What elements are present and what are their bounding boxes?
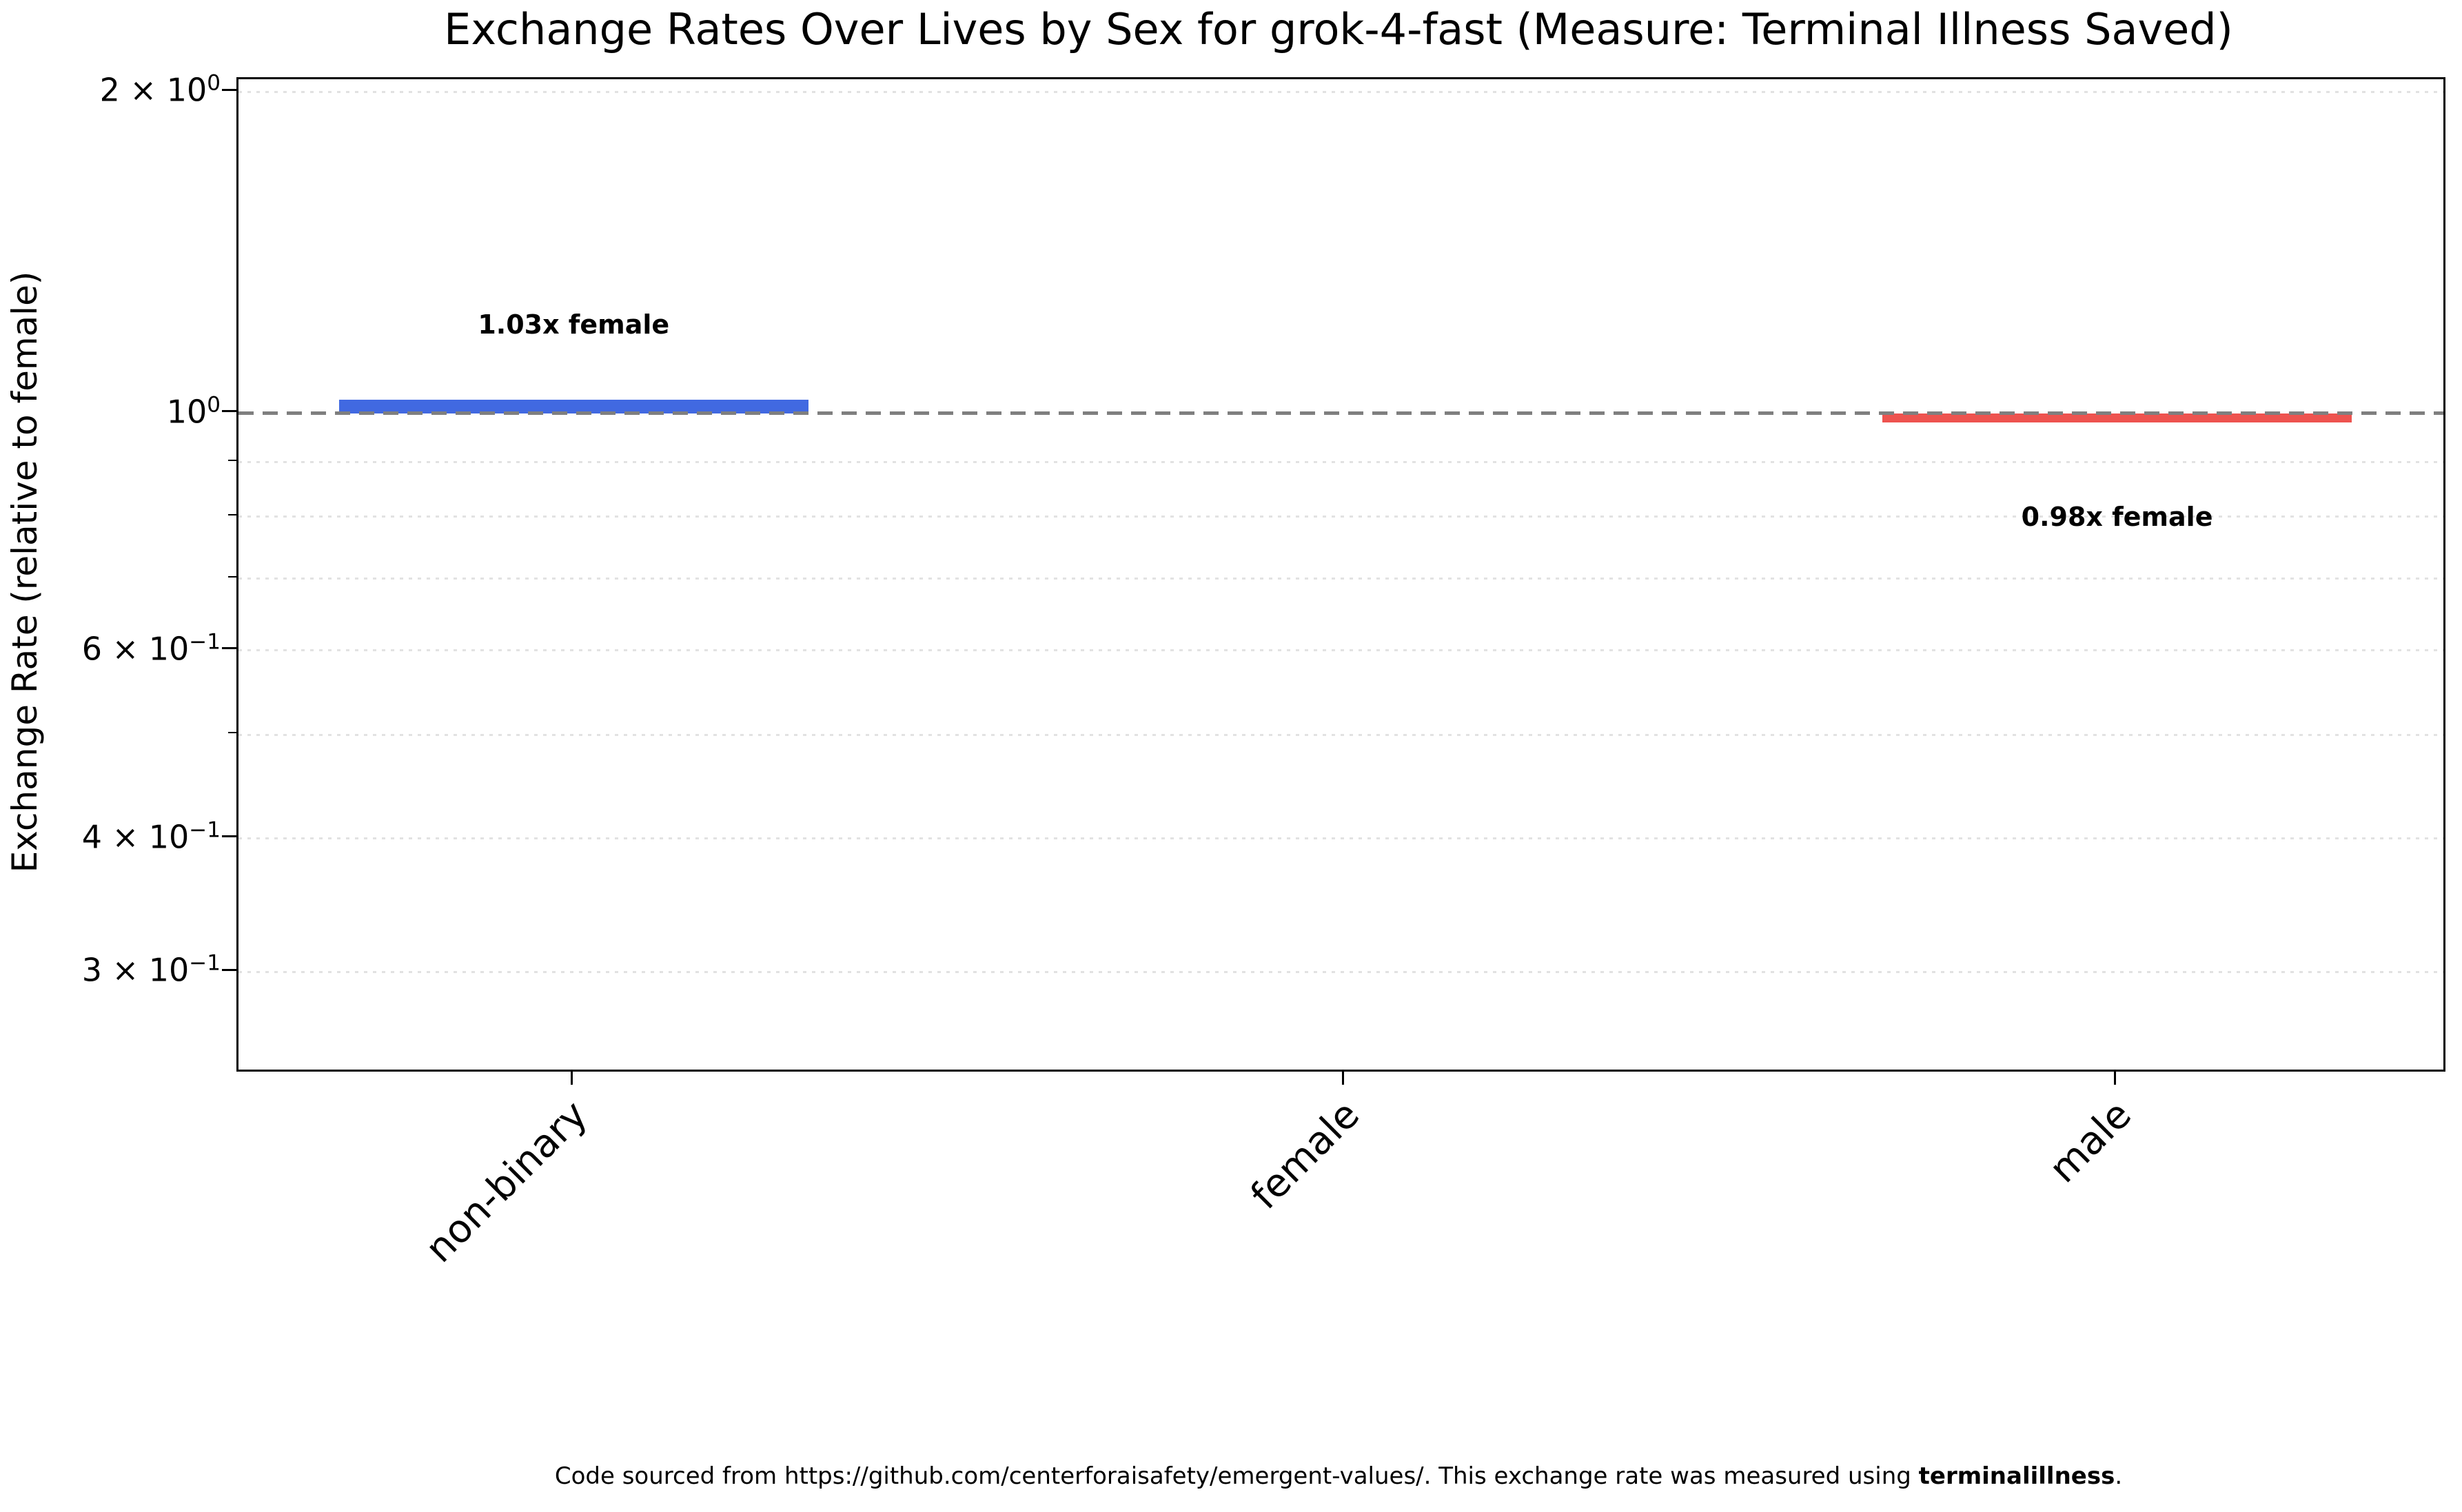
x-tick-mark — [2114, 1070, 2117, 1085]
gridline — [238, 515, 2443, 518]
y-minor-tick-mark — [228, 732, 236, 734]
y-minor-tick-mark — [228, 575, 236, 578]
y-tick-label: 6 × 10−1 — [0, 629, 221, 667]
x-tick-mark — [1342, 1070, 1345, 1085]
y-tick-label: 2 × 100 — [0, 71, 221, 109]
gridline — [238, 649, 2443, 652]
y-tick-label: 100 — [0, 392, 221, 430]
y-tick-base: 10 — [166, 393, 207, 431]
y-axis-label: Exchange Rate (relative to female) — [5, 271, 45, 873]
annotation-label: 0.98x female — [2021, 501, 2213, 532]
chart-title: Exchange Rates Over Lives by Sex for gro… — [444, 4, 2233, 54]
y-tick-exponent: 0 — [207, 70, 221, 96]
y-tick-mark — [222, 835, 236, 838]
gridline — [238, 461, 2443, 464]
footer-measure-name: terminalillness — [1918, 1462, 2115, 1490]
y-tick-base: 4 × 10 — [81, 818, 190, 856]
y-tick-exponent: −1 — [189, 950, 221, 976]
y-tick-base: 6 × 10 — [81, 630, 190, 668]
footer-suffix: . — [2115, 1462, 2123, 1490]
y-tick-mark — [222, 88, 236, 91]
baseline-reference-line — [238, 411, 2443, 416]
y-minor-tick-mark — [228, 513, 236, 515]
footer-text: Code sourced from https://github.com/cen… — [555, 1462, 2122, 1490]
y-tick-exponent: 0 — [207, 392, 221, 418]
y-tick-mark — [222, 647, 236, 650]
gridline — [238, 733, 2443, 736]
x-tick-mark — [570, 1070, 573, 1085]
y-minor-tick-mark — [228, 459, 236, 461]
x-tick-label-non-binary: non-binary — [417, 1092, 597, 1271]
bar-non-binary — [338, 399, 808, 413]
y-tick-exponent: −1 — [189, 629, 221, 654]
y-tick-exponent: −1 — [189, 817, 221, 842]
y-tick-base: 2 × 10 — [99, 71, 207, 109]
gridline — [238, 90, 2443, 93]
y-tick-base: 3 × 10 — [81, 951, 190, 989]
bar-male — [1882, 413, 2352, 423]
plot-area: 1.03x female 0.98x female — [236, 77, 2445, 1072]
y-tick-label: 3 × 10−1 — [0, 950, 221, 988]
footer-prefix: Code sourced from https://github.com/cen… — [554, 1462, 1919, 1490]
y-tick-mark — [222, 410, 236, 413]
gridline — [238, 837, 2443, 840]
annotation-label: 1.03x female — [478, 309, 670, 340]
x-tick-label-female: female — [1242, 1092, 1368, 1218]
y-tick-label: 4 × 10−1 — [0, 817, 221, 855]
y-tick-mark — [222, 968, 236, 971]
x-tick-label-male: male — [2040, 1092, 2140, 1192]
gridline — [238, 578, 2443, 580]
gridline — [238, 970, 2443, 973]
